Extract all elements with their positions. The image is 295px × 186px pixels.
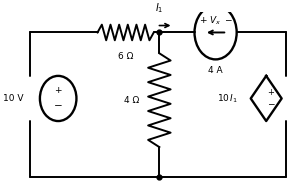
Text: 10 V: 10 V [3, 94, 23, 103]
Text: $I_1$: $I_1$ [155, 1, 164, 15]
Text: $+\ V_x\ -$: $+\ V_x\ -$ [199, 15, 232, 27]
Text: $10\,I_1$: $10\,I_1$ [217, 92, 238, 105]
Text: 4 Ω: 4 Ω [124, 96, 140, 105]
Text: 4 A: 4 A [208, 66, 223, 75]
Text: +: + [54, 86, 62, 95]
Text: −: − [54, 101, 63, 111]
Text: −: − [267, 100, 275, 109]
Text: 6 Ω: 6 Ω [118, 52, 133, 61]
Text: +: + [267, 88, 274, 97]
